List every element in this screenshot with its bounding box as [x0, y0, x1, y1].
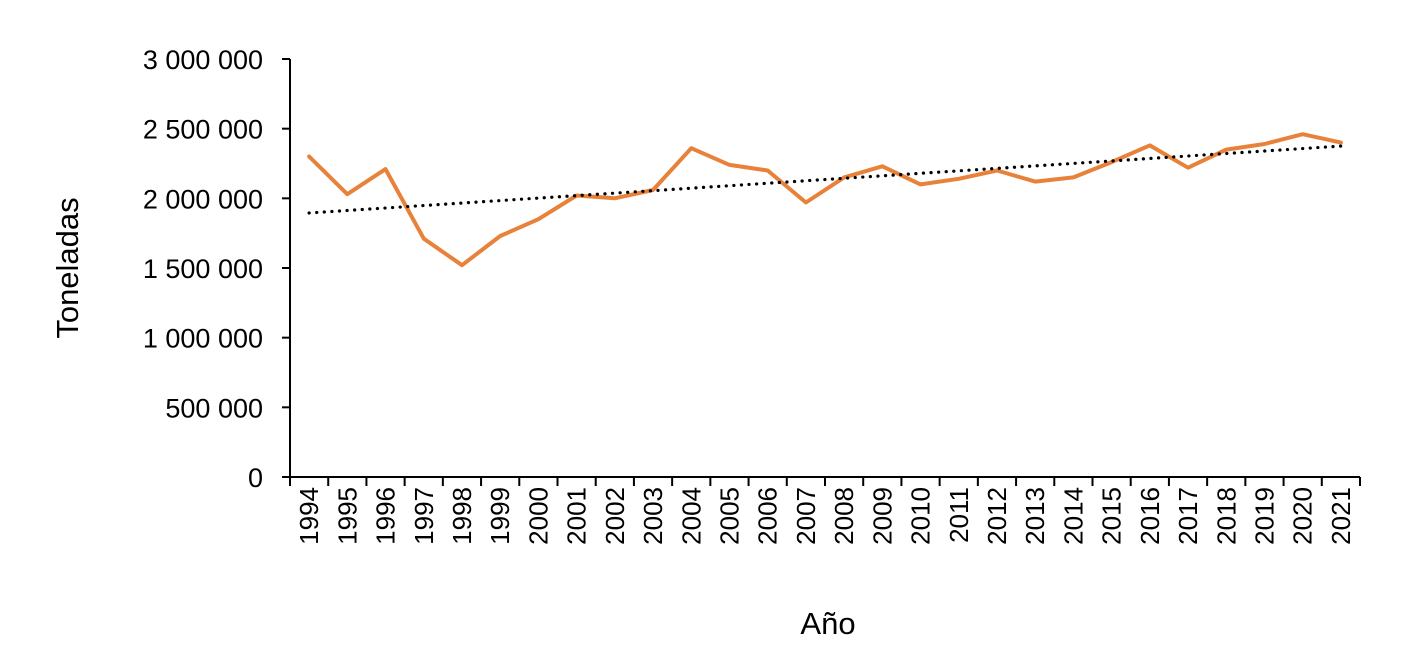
- data-point: [536, 217, 540, 221]
- x-tick-label: 2006: [753, 487, 783, 545]
- x-tick-label: 2002: [600, 487, 630, 545]
- data-point: [727, 163, 731, 167]
- data-point: [1148, 143, 1152, 147]
- x-tick-label: 2020: [1288, 487, 1318, 545]
- x-tick-label: 2016: [1135, 487, 1165, 545]
- x-tick-label: 1997: [409, 487, 439, 545]
- x-tick-label: 2012: [982, 487, 1012, 545]
- x-tick-label: 2000: [523, 487, 553, 545]
- y-tick-label: 1 000 000: [143, 324, 263, 354]
- data-point: [613, 196, 617, 200]
- y-tick-label: 2 000 000: [143, 184, 263, 214]
- data-point: [804, 201, 808, 205]
- x-tick-label: 1994: [294, 487, 324, 545]
- x-tick-label: 2015: [1097, 487, 1127, 545]
- trendline: [307, 144, 1343, 215]
- x-tick-label: 2014: [1058, 487, 1088, 545]
- x-tick-label: 2008: [829, 487, 859, 545]
- x-tick-label: 1996: [371, 487, 401, 545]
- x-tick-label: 2001: [562, 487, 592, 545]
- data-point: [842, 175, 846, 179]
- data-point: [384, 167, 388, 171]
- data-point: [422, 237, 426, 241]
- x-tick-label: 2017: [1173, 487, 1203, 545]
- data-point: [1301, 132, 1305, 136]
- data-point: [460, 263, 464, 267]
- y-tick-label: 500 000: [165, 393, 263, 423]
- data-point: [498, 234, 502, 238]
- x-tick-label: 2003: [638, 487, 668, 545]
- trendline-layer: [307, 144, 1343, 215]
- data-point: [345, 192, 349, 196]
- x-axis-title: Año: [800, 606, 855, 641]
- x-tick-label: 2010: [906, 487, 936, 545]
- data-point: [1033, 180, 1037, 184]
- x-tick-label: 2011: [944, 487, 974, 543]
- x-tick-label: 2021: [1326, 487, 1356, 545]
- data-point: [307, 155, 311, 159]
- data-point: [689, 146, 693, 150]
- data-point: [1262, 142, 1266, 146]
- x-tick-label: 1995: [332, 487, 362, 545]
- data-point: [1224, 148, 1228, 152]
- data-point: [957, 177, 961, 181]
- data-point: [1186, 166, 1190, 170]
- x-tick-label: 2018: [1211, 487, 1241, 545]
- data-point: [880, 164, 884, 168]
- series-line: [307, 132, 1343, 268]
- series-layer: [307, 132, 1343, 268]
- y-tick-label: 1 500 000: [143, 254, 263, 284]
- x-axis-ticks: 1994 1995 1996 1997 1998 1999 2000 2001 2002 2003…: [289, 477, 1361, 545]
- y-tick-label: 3 000 000: [143, 45, 263, 75]
- data-point: [919, 182, 923, 186]
- x-tick-label: 2007: [791, 487, 821, 545]
- x-tick-label: 2005: [714, 487, 744, 545]
- x-tick-label: 2004: [676, 487, 706, 545]
- x-tick-label: 2009: [867, 487, 897, 545]
- x-tick-label: 1999: [485, 487, 515, 545]
- y-axis-ticks: 0 500 000 1 000 000 1 500 000 2 000 000 2 500…: [143, 45, 290, 493]
- y-tick-label: 2 500 000: [143, 115, 263, 145]
- data-point: [1071, 175, 1075, 179]
- data-point: [1339, 141, 1343, 145]
- x-tick-label: 2019: [1249, 487, 1279, 545]
- y-axis-title: Toneladas: [50, 197, 85, 338]
- data-point: [766, 168, 770, 172]
- x-tick-label: 1998: [447, 487, 477, 545]
- x-tick-label: 2013: [1020, 487, 1050, 545]
- y-tick-label: 0: [248, 463, 263, 493]
